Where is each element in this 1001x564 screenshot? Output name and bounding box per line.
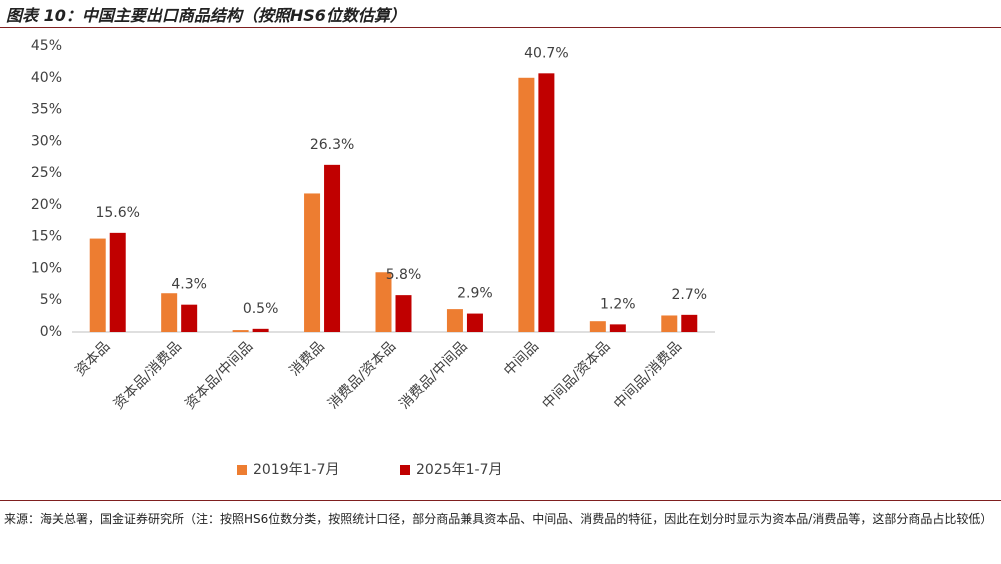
divider (0, 500, 1001, 501)
bar (518, 77, 535, 333)
divider (0, 27, 1001, 28)
bar (681, 314, 698, 332)
y-tick-label: 25% (31, 165, 62, 181)
data-label: 2.7% (671, 287, 707, 303)
bar (232, 330, 249, 332)
bar (466, 313, 483, 332)
bar (395, 295, 412, 332)
data-label: 0.5% (243, 301, 279, 317)
data-label: 2.9% (457, 286, 493, 302)
x-tick-label: 消费品/中间品 (397, 338, 471, 412)
legend-swatch (400, 465, 410, 475)
x-tick-label: 中间品/资本品 (539, 338, 613, 412)
x-tick-label: 消费品/资本品 (325, 338, 399, 412)
legend-label: 2025年1-7月 (416, 462, 503, 478)
y-tick-label: 35% (31, 102, 62, 118)
bar (324, 164, 341, 332)
bar (661, 315, 678, 332)
legend-swatch (237, 465, 247, 475)
x-tick-label: 资本品/中间品 (182, 338, 256, 412)
y-tick-label: 5% (40, 292, 62, 308)
bar (375, 272, 392, 332)
bar (109, 232, 126, 332)
bar (252, 328, 269, 332)
bar (538, 73, 555, 332)
bar (589, 321, 606, 332)
bar (161, 293, 178, 332)
data-label: 40.7% (524, 45, 568, 61)
figure-title: 图表 10：中国主要出口商品结构（按照HS6位数估算） (6, 6, 406, 25)
legend-label: 2019年1-7月 (253, 462, 340, 478)
x-tick-label: 中间品 (501, 338, 542, 379)
data-label: 5.8% (386, 267, 422, 283)
data-label: 15.6% (95, 205, 139, 221)
bar (609, 324, 626, 332)
data-label: 4.3% (171, 277, 207, 293)
x-tick-label: 消费品 (287, 338, 328, 379)
y-tick-label: 15% (31, 229, 62, 245)
y-tick-label: 20% (31, 197, 62, 213)
x-tick-label: 资本品/消费品 (111, 338, 185, 412)
x-tick-label: 资本品 (72, 338, 113, 379)
y-tick-label: 0% (40, 324, 62, 340)
data-label: 1.2% (600, 296, 636, 312)
bar (304, 193, 321, 332)
y-tick-label: 40% (31, 70, 62, 86)
chart: 0% 5% 10% 15% 20% 25% 30% 35% 40% 45% 资本品 15.6% 资本品/… (31, 38, 715, 478)
bar (89, 238, 106, 332)
y-tick-label: 45% (31, 38, 62, 54)
bar (181, 304, 198, 332)
x-tick-label: 中间品/消费品 (611, 338, 685, 412)
data-label: 26.3% (310, 137, 354, 153)
source-note: 来源：海关总署，国金证券研究所（注：按照HS6位数分类，按照统计口径，部分商品兼… (4, 512, 993, 526)
bar (446, 309, 463, 332)
y-tick-label: 30% (31, 133, 62, 149)
y-tick-label: 10% (31, 260, 62, 276)
